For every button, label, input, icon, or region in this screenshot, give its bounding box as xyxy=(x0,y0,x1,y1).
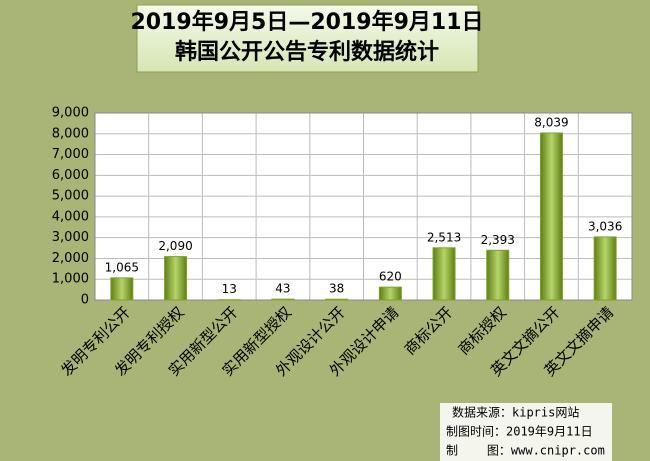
value-label: 2,393 xyxy=(481,233,515,247)
bar xyxy=(326,299,348,300)
chart-title: 2019年9月5日—2019年9月11日 xyxy=(131,9,484,35)
value-label: 8,039 xyxy=(534,115,568,129)
chart: 2019年9月5日—2019年9月11日 韩国公开公告专利数据统计 数据来源：k… xyxy=(0,0,650,461)
y-tick-label: 5,000 xyxy=(52,189,89,204)
bar xyxy=(540,133,562,300)
y-tick-label: 8,000 xyxy=(52,126,89,141)
value-label: 2,090 xyxy=(158,239,192,253)
chart-title: 韩国公开公告专利数据统计 xyxy=(175,39,439,65)
value-label: 43 xyxy=(275,282,290,296)
bar xyxy=(433,248,455,300)
y-tick-label: 0 xyxy=(81,293,89,308)
y-tick-label: 2,000 xyxy=(52,251,89,266)
source-text: 制 图：www.cnipr.com xyxy=(446,444,605,458)
value-label: 38 xyxy=(329,282,344,296)
bar xyxy=(594,237,616,300)
bar xyxy=(379,287,401,300)
bar xyxy=(487,250,509,300)
source-text: 制图时间：2019年9月11日 xyxy=(446,425,593,439)
y-tick-label: 3,000 xyxy=(52,230,89,245)
y-tick-label: 6,000 xyxy=(52,168,89,183)
value-label: 620 xyxy=(379,270,402,284)
bar xyxy=(165,257,187,300)
value-label: 3,036 xyxy=(588,219,622,233)
y-tick-label: 4,000 xyxy=(52,209,89,224)
y-tick-label: 9,000 xyxy=(52,106,89,121)
bar xyxy=(111,278,133,300)
value-label: 2,513 xyxy=(427,230,461,244)
bar xyxy=(272,299,294,300)
value-label: 13 xyxy=(222,282,237,296)
y-tick-label: 7,000 xyxy=(52,147,89,162)
source-text: 数据来源：kipris网站 xyxy=(452,405,579,420)
value-label: 1,065 xyxy=(105,260,139,274)
y-tick-label: 1,000 xyxy=(52,272,89,287)
